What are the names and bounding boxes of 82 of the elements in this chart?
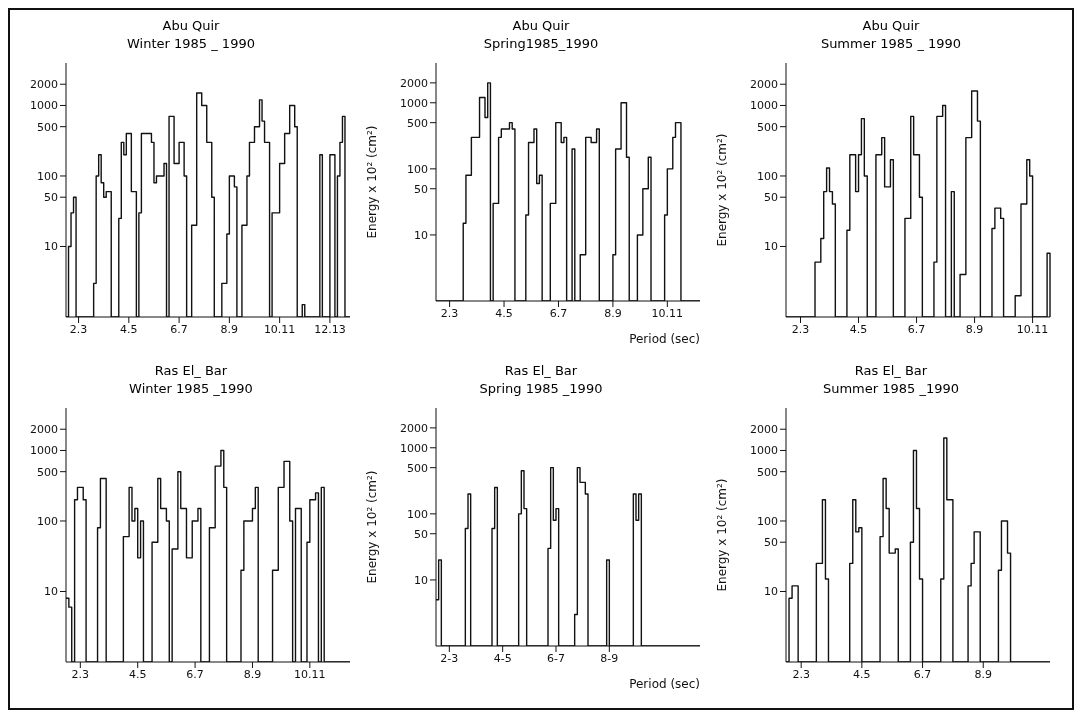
- x-tick-label: 4.5: [128, 667, 147, 681]
- chart-subtitle: Summer 1985 _1990: [821, 381, 961, 398]
- y-tick-label: 100: [37, 169, 58, 183]
- x-tick-label: 8.9: [965, 322, 984, 336]
- x-tick-label: 2.3: [791, 322, 810, 336]
- y-tick-label: 500: [407, 116, 428, 130]
- x-axis-title: Period (sec): [629, 332, 700, 346]
- y-tick-label: 2000: [400, 421, 428, 435]
- chart-subtitle: Spring 1985 _1990: [478, 381, 604, 398]
- x-tick-label: 10.11: [294, 667, 326, 681]
- x-tick-label: 8.9: [243, 667, 262, 681]
- chart-title: Ras El_ Bar: [153, 363, 229, 380]
- y-tick-label: 2000: [400, 76, 428, 90]
- y-tick-label: 500: [407, 461, 428, 475]
- y-tick-label: 10: [44, 585, 58, 599]
- y-tick-label: 10: [44, 240, 58, 254]
- y-tick-label: 1000: [30, 444, 58, 458]
- x-tick-label: 8.9: [974, 667, 992, 681]
- y-tick-label: 100: [757, 514, 778, 528]
- y-tick-label: 2000: [750, 423, 778, 437]
- x-axis-title: Period (sec): [629, 677, 700, 691]
- y-tick-label: 100: [407, 162, 428, 176]
- x-tick-label: 6.7: [186, 667, 204, 681]
- y-tick-label: 100: [37, 514, 58, 528]
- x-tick-label: 2-3: [440, 651, 459, 665]
- y-tick-label: 10: [414, 228, 428, 242]
- x-tick-label: 4.5: [495, 306, 513, 320]
- y-axis-title: Energy x 10² (cm²): [715, 478, 730, 592]
- x-tick-label: 10.11: [651, 306, 684, 320]
- y-tick-label: 100: [757, 169, 778, 183]
- y-tick-label: 1000: [750, 99, 778, 113]
- x-tick-label: 4.5: [849, 322, 868, 336]
- y-tick-label: 500: [37, 120, 58, 134]
- x-tick-label: 6.7: [170, 322, 188, 336]
- y-axis-title: Energy x 10² (cm²): [365, 470, 380, 584]
- x-tick-label: 2.3: [440, 306, 459, 320]
- x-tick-label: 2.3: [69, 322, 88, 336]
- y-axis-title: Energy x 10² (cm²): [715, 133, 730, 247]
- x-tick-label: 10.11: [1016, 322, 1049, 336]
- chart-subtitle: Winter 1985 _1990: [128, 381, 254, 398]
- y-tick-label: 1000: [30, 99, 58, 113]
- chart-subtitle: Winter 1985 _ 1990: [126, 36, 256, 53]
- y-tick-label: 1000: [750, 444, 778, 458]
- chart-title: Abu Quir: [861, 18, 921, 35]
- x-tick-label: 8.9: [220, 322, 239, 336]
- y-tick-label: 500: [757, 120, 778, 134]
- y-tick-label: 10: [764, 240, 778, 254]
- chart-title: Ras El_ Bar: [853, 363, 929, 380]
- x-tick-label: 6.7: [549, 306, 568, 320]
- y-tick-label: 2000: [30, 423, 58, 437]
- chart-title: Abu Quir: [161, 18, 221, 35]
- x-tick-label: 6.7: [913, 667, 932, 681]
- y-tick-label: 50: [414, 182, 428, 196]
- x-tick-label: 12.13: [314, 322, 346, 336]
- y-tick-label: 10: [764, 585, 778, 599]
- y-tick-label: 100: [407, 507, 428, 521]
- x-tick-label: 4.5: [120, 322, 138, 336]
- x-tick-label: 8.9: [604, 306, 622, 320]
- y-tick-label: 10: [414, 573, 428, 587]
- x-tick-label: 10.11: [263, 322, 296, 336]
- y-tick-label: 50: [764, 191, 778, 205]
- y-tick-label: 2000: [750, 78, 778, 92]
- x-tick-label: 4.5: [853, 667, 871, 681]
- x-tick-label: 2.3: [792, 667, 810, 681]
- chart-title: Abu Quir: [511, 18, 571, 35]
- y-tick-label: 2000: [30, 78, 58, 92]
- y-tick-label: 500: [37, 465, 58, 479]
- y-tick-label: 1000: [400, 96, 428, 110]
- y-tick-label: 500: [757, 465, 778, 479]
- x-tick-label: 4-5: [493, 651, 512, 665]
- x-tick-label: 6.7: [907, 322, 926, 336]
- y-tick-label: 50: [414, 527, 428, 541]
- x-tick-label: 2.3: [71, 667, 90, 681]
- x-tick-label: 6-7: [547, 651, 565, 665]
- chart-title: Ras El_ Bar: [503, 363, 579, 380]
- chart-subtitle: Summer 1985 _ 1990: [819, 36, 963, 53]
- y-tick-label: 50: [764, 536, 778, 550]
- y-tick-label: 1000: [400, 441, 428, 455]
- y-tick-label: 50: [44, 191, 58, 205]
- x-tick-label: 8-9: [600, 651, 619, 665]
- chart-subtitle: Spring1985_1990: [482, 36, 600, 53]
- y-axis-title: Energy x 10² (cm²): [365, 125, 380, 239]
